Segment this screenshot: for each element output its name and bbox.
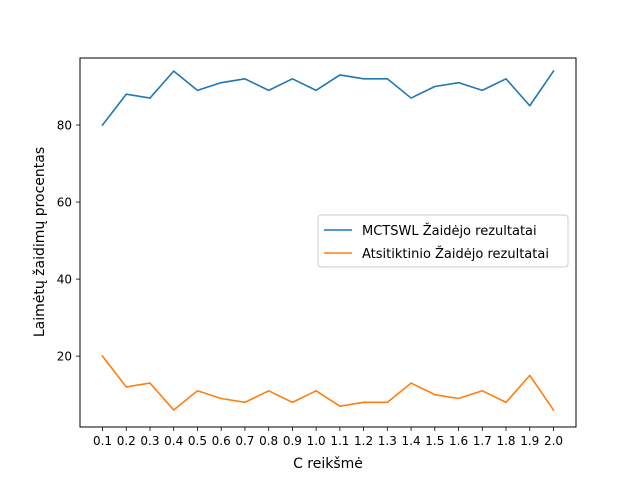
legend: MCTSWL Žaidėjo rezultatai Atsitiktinio Ža… <box>317 214 569 268</box>
y-tick-label: 80 <box>57 119 72 133</box>
x-tick-label: 0.3 <box>140 434 159 448</box>
x-tick-label: 1.3 <box>378 434 397 448</box>
legend-label-1: MCTSWL Žaidėjo rezultatai <box>362 223 537 239</box>
x-tick-label: 1.9 <box>520 434 539 448</box>
series-line-1 <box>101 69 555 127</box>
y-tick-label: 40 <box>57 273 72 287</box>
x-tick-label: 1.1 <box>330 434 349 448</box>
x-tick-label: 0.4 <box>164 434 183 448</box>
x-tick-label: 0.8 <box>259 434 278 448</box>
y-tick-label: 20 <box>57 350 72 364</box>
y-tick-label: 60 <box>57 196 72 210</box>
x-axis-label: C reikšmė <box>293 456 363 472</box>
x-tick-label: 1.0 <box>307 434 326 448</box>
x-axis-ticks: 0.1 0.2 0.3 0.4 0.5 0.6 0.7 0.8 0.9 1.0 1.1 1.2 1.3 1… <box>93 427 563 448</box>
legend-label-2: Atsitiktinio Žaidėjo rezultatai <box>362 246 549 262</box>
x-tick-label: 1.4 <box>402 434 421 448</box>
x-tick-label: 0.9 <box>283 434 302 448</box>
x-tick-label: 1.7 <box>473 434 492 448</box>
x-tick-label: 0.7 <box>235 434 254 448</box>
y-axis-label: Laimėtų žaidimų procentas <box>32 147 48 337</box>
axes-frame <box>79 57 577 428</box>
y-axis-ticks: 20 40 60 80 <box>57 119 80 364</box>
x-tick-label: 0.5 <box>188 434 207 448</box>
x-tick-label: 0.1 <box>93 434 112 448</box>
x-tick-label: 1.8 <box>496 434 515 448</box>
x-tick-label: 1.2 <box>354 434 373 448</box>
plot-area <box>101 69 555 412</box>
legend-box <box>317 214 569 268</box>
x-tick-label: 0.6 <box>212 434 231 448</box>
x-tick-label: 1.5 <box>425 434 444 448</box>
x-tick-label: 2.0 <box>544 434 563 448</box>
series-line-2 <box>101 355 555 412</box>
x-tick-label: 1.6 <box>449 434 468 448</box>
x-tick-label: 0.2 <box>117 434 136 448</box>
